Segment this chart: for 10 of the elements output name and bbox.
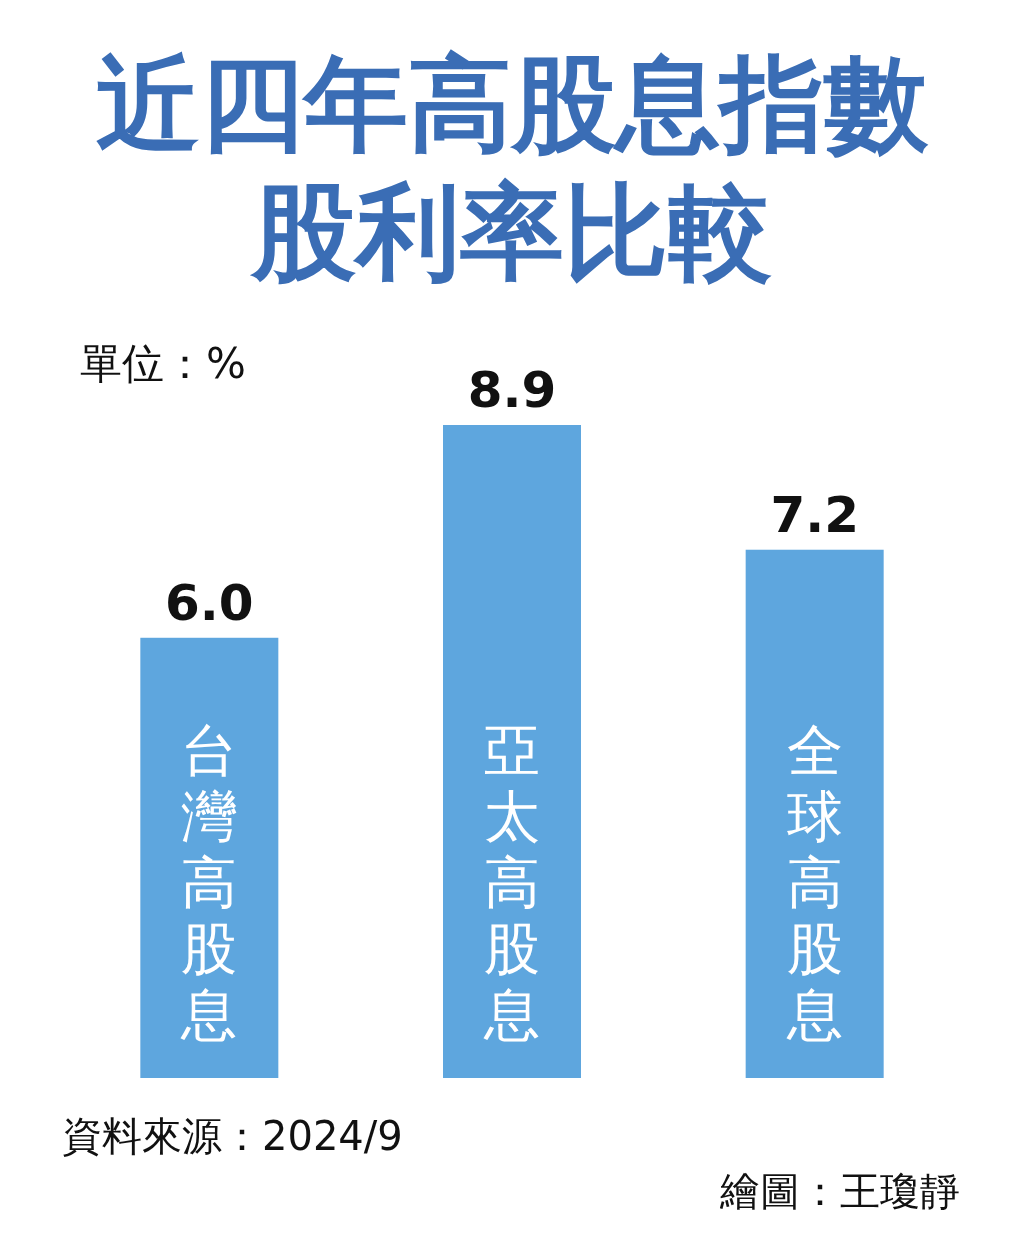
- category: 台灣高股息: [181, 718, 238, 1047]
- category: 亞太高股息: [484, 718, 540, 1047]
- data-label: 6.0: [165, 573, 254, 632]
- category: 全球高股息: [786, 718, 843, 1047]
- data-label: 7.2: [770, 485, 859, 544]
- ylabel: 單位：%: [80, 339, 246, 388]
- annotation: 資料來源：2024/9: [62, 1113, 403, 1159]
- title: 近四年高股息指數股利率比較: [96, 43, 928, 293]
- data-label: 8.9: [467, 361, 557, 419]
- annotation: 繪圖：王瓊靜: [720, 1168, 960, 1214]
